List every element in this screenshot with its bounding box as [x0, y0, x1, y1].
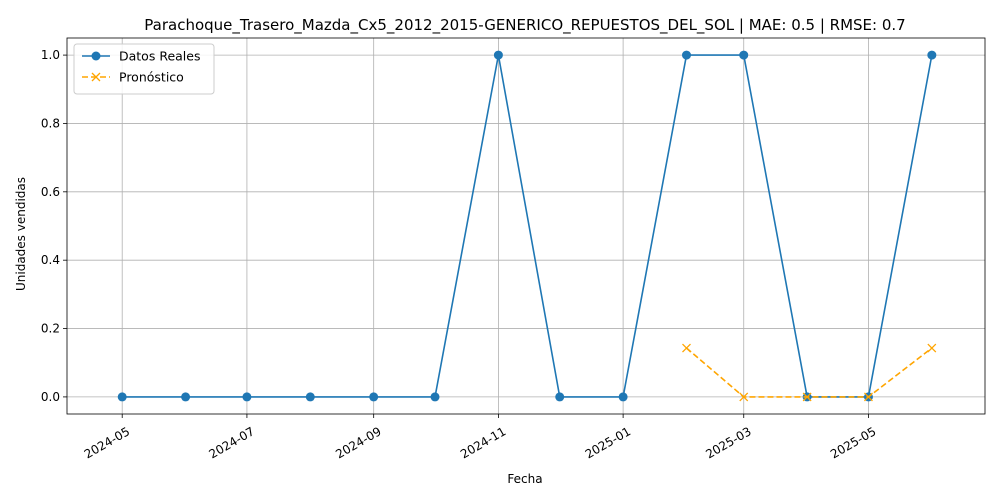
y-tick-label: 0.8 — [41, 116, 60, 130]
plot-background — [67, 38, 985, 414]
data-point — [242, 392, 252, 402]
data-point — [430, 392, 440, 402]
data-point — [864, 392, 873, 402]
y-axis: 0.0 0.2 0.4 0.6 0.8 1.0 — [41, 48, 67, 404]
data-point — [739, 392, 749, 402]
data-point — [682, 343, 691, 353]
data-point — [618, 392, 628, 402]
legend-marker — [91, 72, 101, 82]
legend-item: Datos Reales — [82, 49, 200, 64]
series-layer — [117, 50, 937, 402]
data-point — [927, 343, 937, 353]
data-point — [493, 50, 503, 60]
y-tick-label: 0.2 — [41, 322, 60, 336]
legend: Datos Reales Pronóstico — [73, 43, 215, 95]
data-point — [681, 50, 691, 60]
y-tick-label: 0.6 — [41, 185, 60, 199]
data-point — [802, 392, 812, 402]
legend-label: Pronóstico — [119, 70, 184, 85]
data-point — [305, 392, 315, 402]
data-point — [117, 392, 127, 402]
plot-frame — [66, 37, 986, 415]
series-line — [122, 54, 933, 398]
y-axis-label: Unidades vendidas — [14, 177, 28, 291]
y-tick-label: 0.0 — [41, 390, 60, 404]
data-point — [927, 50, 937, 60]
x-axis-label: Fecha — [507, 472, 542, 486]
data-point — [369, 392, 379, 402]
data-point — [181, 392, 191, 402]
data-point — [555, 392, 565, 402]
y-tick-label: 0.4 — [41, 253, 60, 267]
legend-item: Pronóstico — [82, 70, 184, 85]
chart-title: Parachoque_Trasero_Mazda_Cx5_2012_2015-G… — [144, 16, 905, 35]
series-pronostico — [682, 343, 937, 402]
legend-marker — [91, 51, 101, 61]
legend-label: Datos Reales — [119, 49, 200, 64]
y-tick-label: 1.0 — [41, 48, 60, 62]
data-point — [739, 50, 749, 60]
